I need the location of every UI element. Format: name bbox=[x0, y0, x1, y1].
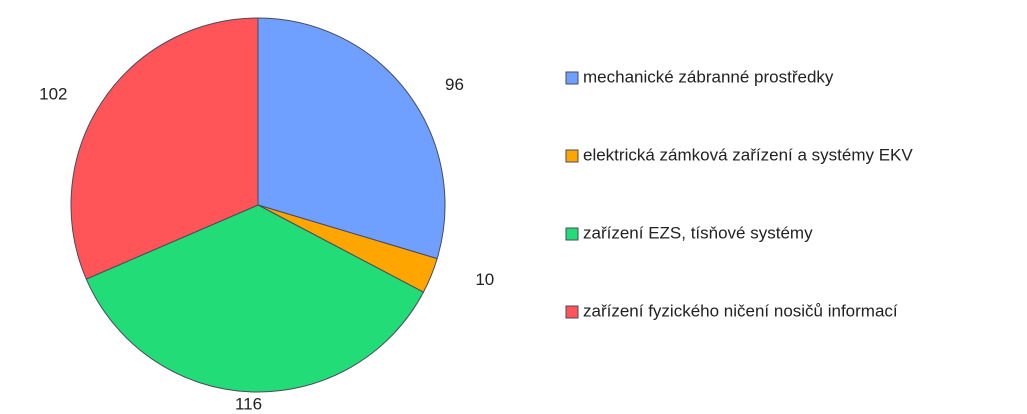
legend-swatch bbox=[565, 149, 579, 163]
legend-swatch bbox=[565, 305, 579, 319]
legend-label: zařízení EZS, tísňové systémy bbox=[583, 223, 813, 242]
legend-swatch bbox=[565, 227, 579, 241]
legend-swatch bbox=[565, 71, 579, 85]
pie-slice bbox=[257, 17, 446, 260]
data-label: 10 bbox=[475, 270, 494, 289]
legend-label: elektrická zámková zařízení a systémy EK… bbox=[583, 145, 913, 164]
data-label: 102 bbox=[39, 85, 67, 104]
data-label: 96 bbox=[445, 75, 464, 94]
pie-slice bbox=[85, 204, 425, 393]
data-label: 116 bbox=[235, 394, 262, 413]
legend-label: mechanické zábranné prostředky bbox=[583, 67, 834, 86]
legend-label: zařízení fyzického ničení nosičů informa… bbox=[583, 301, 898, 320]
pie-slice bbox=[70, 17, 259, 280]
